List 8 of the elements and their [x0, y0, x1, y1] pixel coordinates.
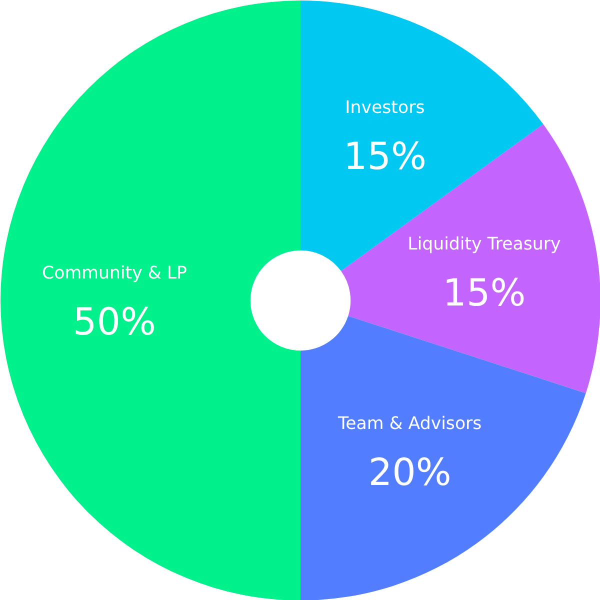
slice-label: Investors [345, 98, 425, 118]
data-label: 20% [368, 450, 452, 494]
data-label: 50% [73, 300, 156, 344]
data-label: 15% [343, 134, 426, 178]
slice-label: Team & Advisors [336, 414, 482, 434]
data-label: 15% [442, 270, 526, 314]
slice-label: Liquidity Treasury [408, 234, 561, 254]
slice-label: Community & LP [42, 264, 187, 284]
